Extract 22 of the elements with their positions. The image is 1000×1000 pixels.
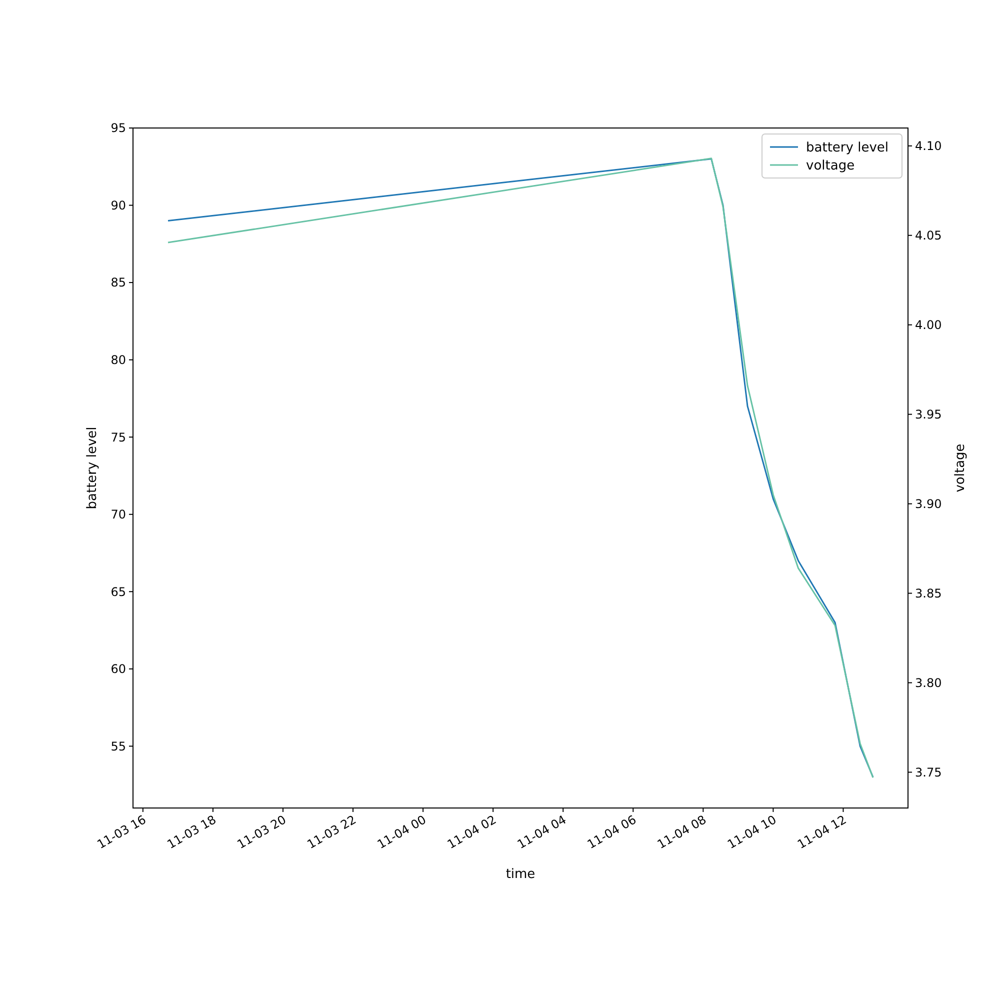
y-tick-label: 95 — [110, 121, 126, 136]
y2-tick-label: 3.85 — [915, 586, 942, 600]
legend-label: battery level — [806, 140, 888, 156]
y-tick-label: 80 — [110, 353, 126, 368]
y-tick-label: 75 — [110, 430, 126, 444]
y2-tick-label: 4.00 — [915, 318, 942, 332]
legend-label: voltage — [806, 158, 855, 174]
x-axis-title: time — [506, 867, 536, 882]
y-tick-label: 85 — [110, 276, 126, 290]
y-tick-label: 65 — [110, 584, 126, 599]
y2-tick-label: 3.90 — [915, 496, 942, 511]
y2-axis-title: voltage — [953, 444, 968, 492]
y2-tick-label: 3.80 — [915, 676, 942, 690]
y2-tick-label: 4.05 — [915, 228, 942, 243]
y-axis-title: battery level — [85, 426, 100, 510]
y2-tick-label: 3.75 — [915, 765, 942, 780]
y-tick-label: 70 — [110, 508, 126, 522]
y-tick-label: 90 — [110, 198, 126, 212]
y2-tick-label: 3.95 — [915, 408, 942, 422]
y-tick-label: 55 — [110, 739, 126, 754]
y-tick-label: 60 — [110, 662, 126, 676]
y2-tick-label: 4.10 — [915, 139, 942, 154]
